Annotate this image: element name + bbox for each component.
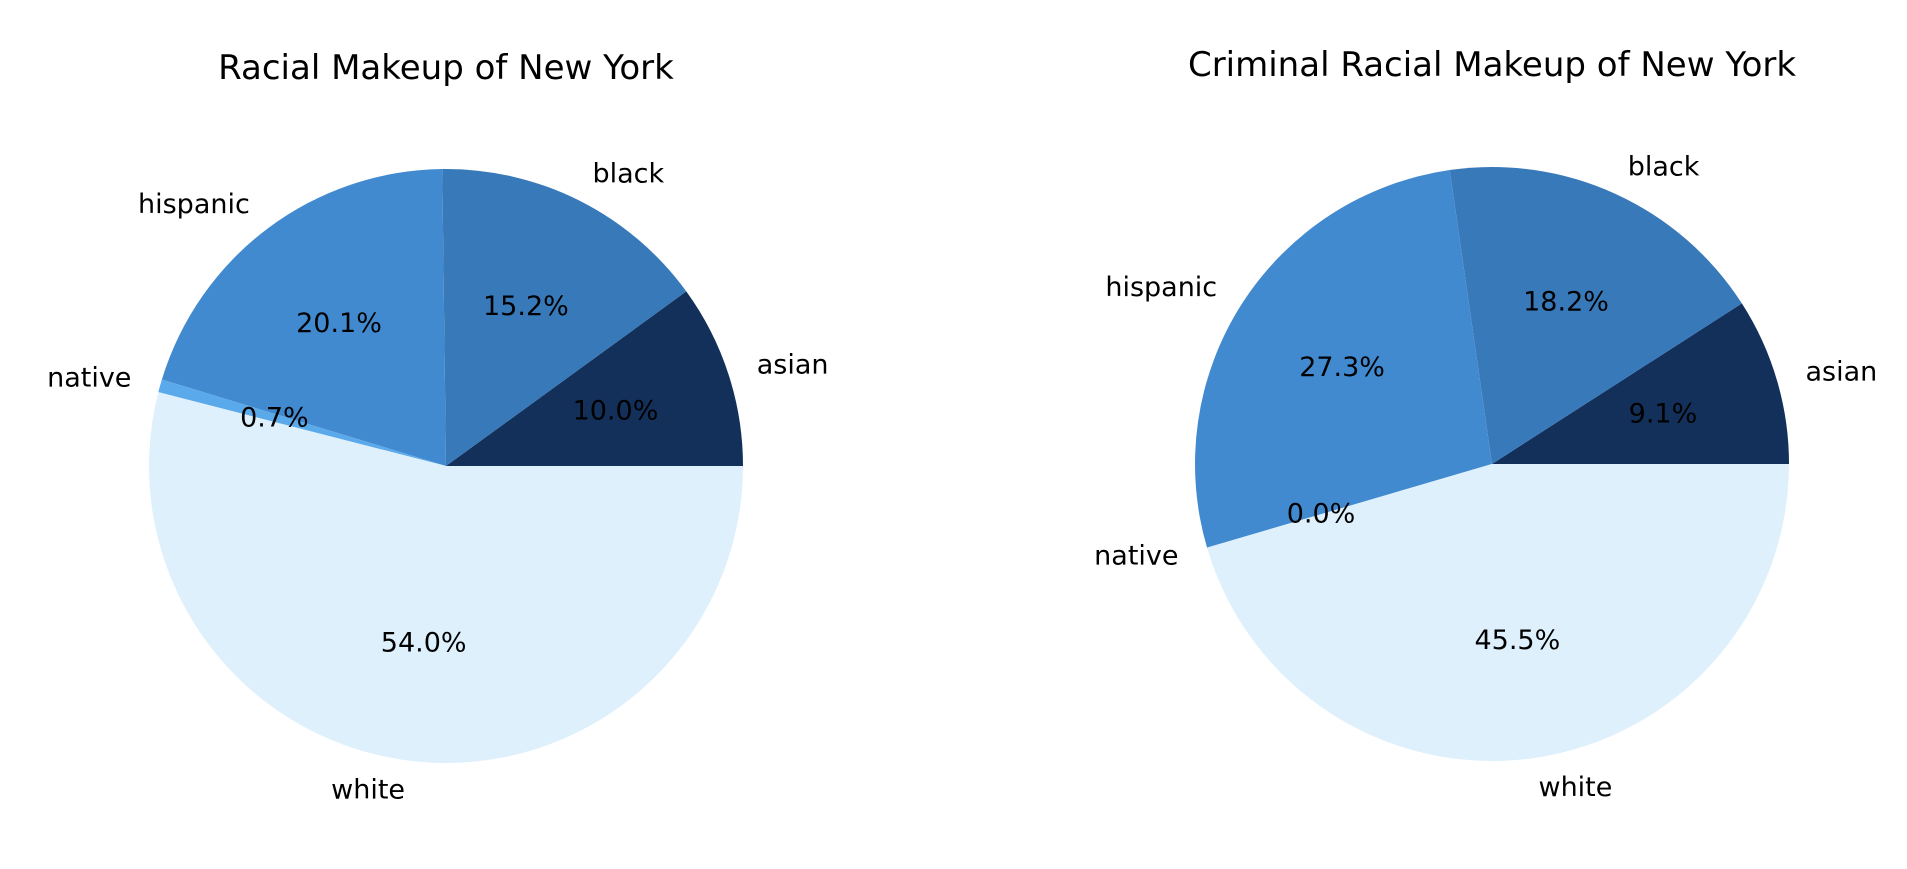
chart-title-racial-makeup: Racial Makeup of New York	[218, 48, 674, 88]
pie-slice-white	[1207, 464, 1789, 761]
category-label-hispanic: hispanic	[1105, 272, 1217, 303]
percent-label-black: 15.2%	[483, 291, 569, 322]
pie-slice-black	[442, 168, 687, 466]
category-label-asian: asian	[757, 350, 829, 381]
category-label-black: black	[1628, 151, 1700, 182]
category-label-black: black	[592, 158, 664, 189]
percent-label-white: 45.5%	[1474, 625, 1560, 656]
pie-slice-white	[149, 392, 744, 763]
category-label-asian: asian	[1805, 356, 1877, 387]
pie-slice-native	[158, 379, 446, 466]
pie-chart-racial-makeup: Racial Makeup of New York asian 10.0% blac…	[47, 48, 828, 806]
category-label-white: white	[331, 775, 405, 806]
percent-label-black: 18.2%	[1523, 286, 1609, 317]
percent-label-hispanic: 20.1%	[296, 308, 382, 339]
category-label-native: native	[47, 362, 131, 393]
pie-slice-asian	[446, 291, 743, 466]
percent-label-asian: 10.0%	[573, 395, 659, 426]
percent-label-hispanic: 27.3%	[1299, 352, 1385, 383]
percent-label-native: 0.7%	[240, 402, 309, 433]
pie-slice-asian	[1492, 303, 1789, 464]
category-label-white: white	[1538, 772, 1612, 803]
category-label-native: native	[1094, 541, 1178, 572]
pie-slice-hispanic	[161, 169, 447, 466]
chart-title-criminal-racial-makeup: Criminal Racial Makeup of New York	[1188, 45, 1796, 85]
percent-label-asian: 9.1%	[1629, 398, 1698, 429]
pie-slice-hispanic	[1194, 170, 1492, 548]
category-label-hispanic: hispanic	[138, 189, 250, 220]
pie-chart-criminal-racial-makeup: Criminal Racial Makeup of New York asian…	[1094, 45, 1877, 803]
percent-label-white: 54.0%	[381, 627, 467, 658]
percent-label-native: 0.0%	[1287, 499, 1356, 530]
pie-slice-black	[1449, 166, 1742, 464]
